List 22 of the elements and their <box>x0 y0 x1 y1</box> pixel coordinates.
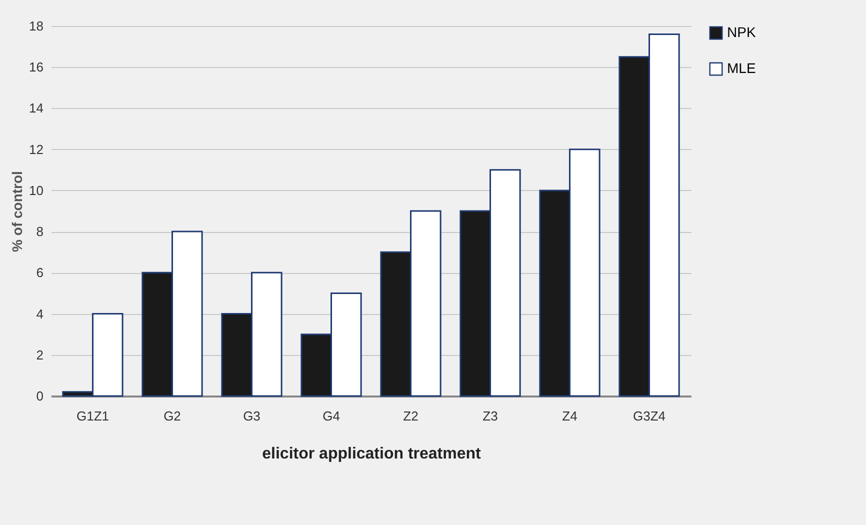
x-tick-label: G1Z1 <box>76 408 109 424</box>
y-tick-label: 2 <box>36 347 44 362</box>
y-tick-label: 4 <box>36 306 44 322</box>
y-tick-label: 10 <box>29 182 44 198</box>
y-tick-label: 8 <box>36 224 44 240</box>
y-tick-label: 0 <box>36 388 44 404</box>
x-tick-label: G3Z4 <box>633 408 666 424</box>
y-axis-title: % of control <box>9 171 26 252</box>
x-axis-title: elicitor application treatment <box>262 446 482 462</box>
legend-label: MLE <box>727 60 756 76</box>
x-tick-label: Z3 <box>482 408 498 424</box>
legend-label: NPK <box>727 24 756 40</box>
x-tick-label: Z4 <box>562 408 578 424</box>
y-tick-label: 12 <box>29 142 44 157</box>
y-tick-label: 18 <box>29 18 44 34</box>
x-tick-label: G3 <box>243 408 260 424</box>
x-tick-label: Z2 <box>403 408 418 424</box>
y-tick-label: 14 <box>29 100 44 116</box>
y-tick-label: 16 <box>29 60 44 75</box>
x-tick-label: G4 <box>322 408 340 424</box>
x-tick-label: G2 <box>164 408 181 424</box>
y-tick-label: 6 <box>36 265 44 280</box>
